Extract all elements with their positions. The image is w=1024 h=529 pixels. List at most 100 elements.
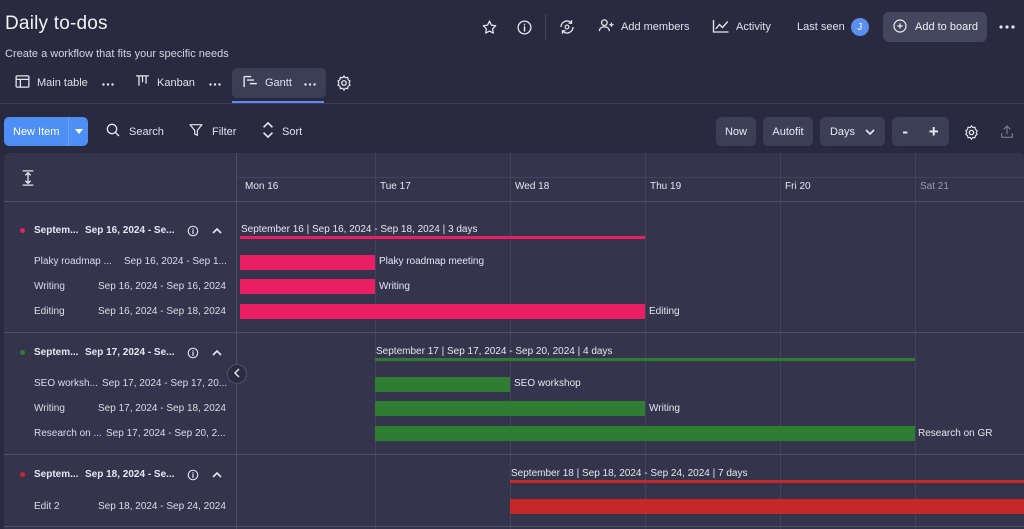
info-icon[interactable] xyxy=(513,16,535,38)
group-dates: Sep 18, 2024 - Se... xyxy=(85,469,175,480)
kanban-icon xyxy=(134,73,151,93)
tab-gantt-more-icon[interactable] xyxy=(304,77,316,89)
group-info-icon[interactable] xyxy=(182,342,204,364)
group-title[interactable]: Septem... xyxy=(34,225,79,236)
tab-kanban[interactable]: Kanban xyxy=(134,68,221,98)
sort-button[interactable]: Sort xyxy=(262,117,302,146)
gantt-bar[interactable] xyxy=(375,401,645,416)
group-color-dot xyxy=(20,350,25,355)
chevron-up-icon[interactable] xyxy=(206,464,228,486)
group-divider xyxy=(4,332,1024,333)
gantt-bar[interactable] xyxy=(375,377,510,392)
timeline-top-line xyxy=(237,177,1024,178)
sort-label: Sort xyxy=(282,125,303,138)
star-icon[interactable] xyxy=(478,16,500,38)
item-name[interactable]: Editing xyxy=(34,306,65,317)
group-summary-bar[interactable] xyxy=(510,480,1024,483)
search-button[interactable]: Search xyxy=(105,117,164,146)
item-dates: Sep 16, 2024 - Sep 16, 2024 xyxy=(98,281,226,292)
expand-rows-icon[interactable] xyxy=(17,167,39,189)
tab-gantt[interactable]: Gantt xyxy=(232,68,326,98)
zoom-controls: - + xyxy=(892,117,949,146)
group-dates: Sep 16, 2024 - Se... xyxy=(85,225,175,236)
sort-icon xyxy=(262,121,274,141)
item-name[interactable]: SEO worksh... xyxy=(34,378,98,389)
activity-icon xyxy=(712,18,730,37)
item-dates: Sep 16, 2024 - Sep 18, 2024 xyxy=(98,306,226,317)
timeline-header-divider xyxy=(4,201,1024,202)
scale-select[interactable]: Days xyxy=(820,117,885,146)
item-dates: Sep 16, 2024 - Sep 1... xyxy=(124,256,227,267)
tab-main-table[interactable]: Main table xyxy=(14,68,114,98)
view-settings-gear-icon[interactable] xyxy=(333,72,355,94)
item-name[interactable]: Edit 2 xyxy=(34,501,60,512)
group-divider xyxy=(4,454,1024,455)
chevron-left-icon xyxy=(233,365,240,383)
add-to-board-label: Add to board xyxy=(915,21,978,33)
chevron-up-icon[interactable] xyxy=(206,342,228,364)
filter-icon xyxy=(188,122,204,141)
group-info-icon[interactable] xyxy=(182,220,204,242)
group-color-dot xyxy=(20,228,25,233)
scale-select-value: Days xyxy=(829,125,856,138)
page-title: Daily to-dos xyxy=(5,13,108,34)
tabs-divider xyxy=(0,103,1024,104)
last-seen-button[interactable]: Last seen J xyxy=(797,13,869,41)
group-summary-label: September 17 | Sep 17, 2024 - Sep 20, 20… xyxy=(376,346,613,357)
grid-line xyxy=(645,153,646,529)
filter-button[interactable]: Filter xyxy=(188,117,236,146)
activity-label: Activity xyxy=(736,21,771,33)
last-seen-label: Last seen xyxy=(797,21,845,33)
export-icon[interactable] xyxy=(996,121,1018,143)
search-label: Search xyxy=(129,125,164,138)
gantt-bar-label: Editing xyxy=(649,306,680,317)
group-info-icon[interactable] xyxy=(182,464,204,486)
caret-down-icon[interactable] xyxy=(68,117,88,146)
zoom-in-button[interactable]: + xyxy=(928,121,939,141)
collapse-panel-button[interactable] xyxy=(227,364,247,384)
tab-kanban-more-icon[interactable] xyxy=(209,77,221,89)
group-summary-label: September 18 | Sep 18, 2024 - Sep 24, 20… xyxy=(511,468,748,479)
item-dates: Sep 17, 2024 - Sep 17, 20... xyxy=(102,378,228,389)
group-summary-label: September 16 | Sep 16, 2024 - Sep 18, 20… xyxy=(241,224,478,235)
new-item-button[interactable]: New Item xyxy=(4,117,88,146)
add-members-label: Add members xyxy=(621,21,690,33)
avatar: J xyxy=(850,18,869,36)
tab-main-table-more-icon[interactable] xyxy=(102,77,114,89)
tab-kanban-label: Kanban xyxy=(157,77,195,89)
day-label-fri: Fri 20 xyxy=(785,181,811,192)
gantt-bar[interactable] xyxy=(510,499,1024,514)
gantt-bar-label: SEO workshop xyxy=(514,378,581,389)
tab-gantt-label: Gantt xyxy=(265,77,292,89)
new-item-label: New Item xyxy=(13,125,60,138)
tab-main-table-label: Main table xyxy=(37,77,88,89)
group-summary-bar[interactable] xyxy=(375,358,915,361)
gantt-bar[interactable] xyxy=(240,255,375,270)
item-name[interactable]: Writing xyxy=(34,403,65,414)
group-title[interactable]: Septem... xyxy=(34,347,79,358)
sync-icon[interactable] xyxy=(556,16,578,38)
gantt-settings-gear-icon[interactable] xyxy=(960,121,982,143)
chevron-up-icon[interactable] xyxy=(206,220,228,242)
day-label-wed: Wed 18 xyxy=(515,181,550,192)
more-menu-icon[interactable] xyxy=(996,16,1018,38)
gantt-bar-label: Writing xyxy=(379,281,410,292)
table-icon xyxy=(14,73,31,93)
gantt-left-column xyxy=(4,153,237,529)
gantt-bar[interactable] xyxy=(240,279,375,294)
gantt-bar[interactable] xyxy=(375,426,915,441)
active-tab-indicator xyxy=(232,101,324,103)
autofit-button[interactable]: Autofit xyxy=(763,117,813,146)
search-icon xyxy=(105,122,121,141)
zoom-out-button[interactable]: - xyxy=(902,121,909,141)
now-button[interactable]: Now xyxy=(716,117,756,146)
add-to-board-button[interactable]: Add to board xyxy=(883,12,987,42)
item-name[interactable]: Plaky roadmap ... xyxy=(34,256,112,267)
group-summary-bar[interactable] xyxy=(240,236,645,239)
group-title[interactable]: Septem... xyxy=(34,469,79,480)
activity-button[interactable]: Activity xyxy=(712,13,771,41)
gantt-bar[interactable] xyxy=(240,304,645,319)
add-members-button[interactable]: Add members xyxy=(598,13,689,41)
item-name[interactable]: Research on ... xyxy=(34,428,102,439)
item-name[interactable]: Writing xyxy=(34,281,65,292)
